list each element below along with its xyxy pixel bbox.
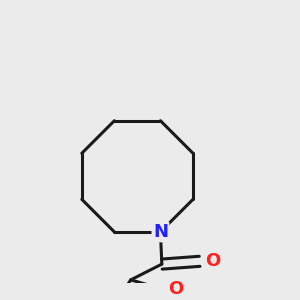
Text: N: N <box>153 223 168 241</box>
Text: O: O <box>168 280 183 298</box>
Text: O: O <box>205 252 220 270</box>
